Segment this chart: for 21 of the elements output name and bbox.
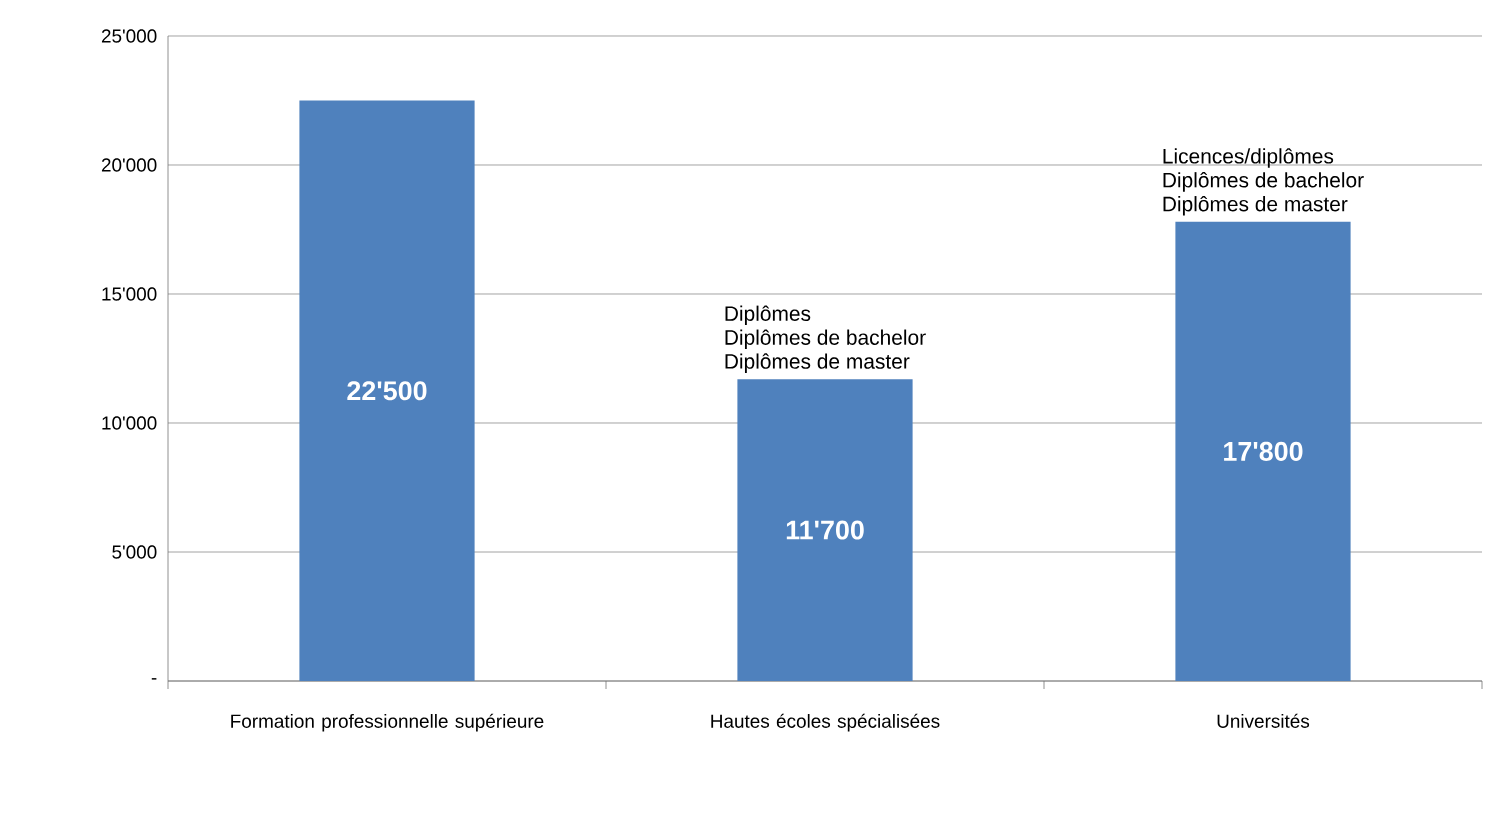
y-tick-label: 20'000 — [101, 158, 157, 172]
data-label: 17'800 — [1224, 441, 1303, 461]
annotation: Licences/diplômes — [1163, 148, 1334, 168]
x-tick-label: Formation professionnelle supérieure — [231, 713, 544, 732]
annotation: Diplômes de master — [1163, 195, 1348, 216]
annotation: Diplômes de bachelor — [725, 329, 926, 350]
y-tick-label: - — [151, 678, 157, 680]
y-tick-label: 25'000 — [101, 29, 157, 43]
annotation: Diplômes de bachelor — [1163, 172, 1364, 192]
y-tick-label: 15'000 — [102, 287, 157, 301]
annotation: Diplômes — [725, 305, 811, 326]
x-tick-label: Universités — [1217, 713, 1310, 728]
annotation: Diplômes de master — [725, 353, 910, 373]
bar — [737, 379, 913, 681]
bar — [1175, 221, 1351, 681]
bar — [299, 100, 475, 681]
data-label: 11'700 — [786, 520, 864, 540]
data-label: 22'500 — [347, 381, 427, 401]
y-tick-label: 10'000 — [102, 416, 157, 430]
x-tick-label: Hautes écoles spécialisées — [711, 713, 940, 732]
y-tick-label: 5'000 — [112, 545, 157, 559]
